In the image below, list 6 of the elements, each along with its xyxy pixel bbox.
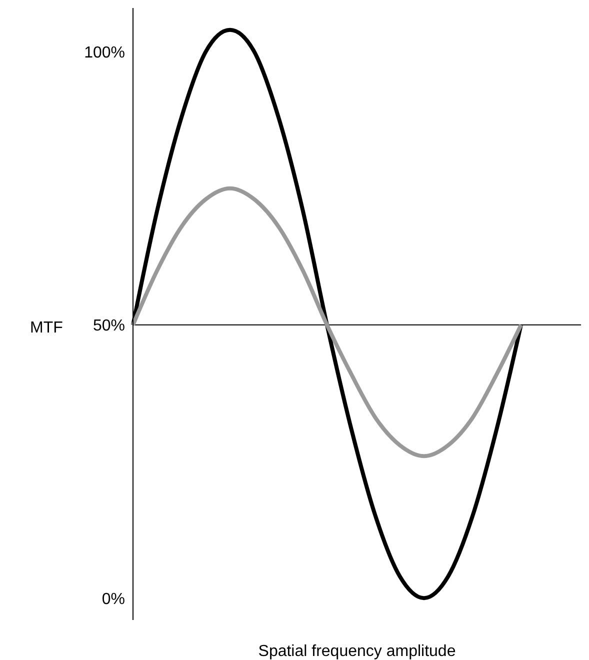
y-tick-label: 0% [102,590,125,608]
y-tick-label: 50% [92,318,125,335]
line-series [131,186,523,458]
y-tick-label: 100% [84,44,125,62]
x-axis-title: Spatial frequency amplitude [258,643,456,660]
y-axis-title: MTF [30,320,64,336]
